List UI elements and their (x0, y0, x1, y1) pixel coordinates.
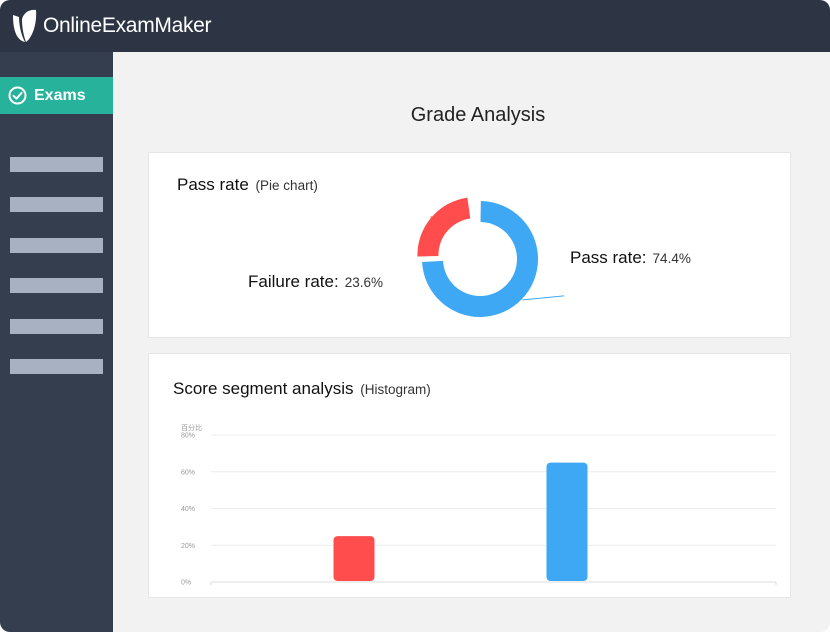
pass-card-subtitle: (Pie chart) (255, 178, 318, 193)
app-name: OnlineExamMaker (43, 14, 212, 37)
card-title: Score segment analysis (Histogram) (173, 379, 431, 399)
score-card-subtitle: (Histogram) (360, 382, 431, 397)
leaf-logo-icon (13, 9, 37, 42)
sidebar-item-placeholder[interactable] (10, 278, 103, 293)
y-tick-label: 40% (181, 506, 195, 513)
page-title: Grade Analysis (410, 104, 546, 126)
y-tick-label: 20% (181, 543, 195, 550)
pie-slice-fail[interactable] (417, 197, 471, 257)
sidebar-item-placeholder[interactable] (10, 359, 103, 374)
top-bar: OnlineExamMaker (0, 0, 830, 52)
sidebar: Exams (0, 52, 113, 632)
check-circle-icon (8, 86, 27, 105)
y-axis-label: 百分比 (181, 423, 202, 432)
score-segment-card: Score segment analysis (Histogram) 百分比 80… (148, 353, 791, 598)
failure-rate-value: 23.6% (344, 275, 383, 290)
failure-rate-label: Failure rate: (248, 272, 339, 291)
pie-chart (417, 197, 565, 317)
pass-rate-card: Pass rate (Pie chart) Pass rate: 74.4% Fa… (148, 152, 791, 338)
sidebar-item-placeholder[interactable] (10, 238, 103, 253)
pass-card-title: Pass rate (177, 175, 249, 194)
histogram-bar[interactable] (333, 536, 375, 581)
sidebar-item-placeholder[interactable] (10, 157, 103, 172)
logo[interactable]: OnlineExamMaker (10, 9, 212, 43)
main-content: Grade Analysis Pass rate (Pie chart) Pas… (113, 52, 830, 632)
failure-rate-legend: Failure rate: 23.6% (248, 272, 383, 292)
pass-leader-line (522, 295, 565, 301)
pie-slice-pass[interactable] (422, 201, 538, 317)
histogram-bar[interactable] (546, 462, 588, 581)
sidebar-item-placeholder[interactable] (10, 197, 103, 212)
y-tick-label: 0% (181, 580, 191, 587)
pass-rate-label: Pass rate: (570, 248, 647, 267)
pass-rate-value: 74.4% (652, 251, 691, 266)
y-tick-label: 80% (181, 433, 195, 440)
sidebar-item-placeholder[interactable] (10, 319, 103, 334)
sidebar-item-exams[interactable]: Exams (0, 77, 113, 114)
score-card-title: Score segment analysis (173, 379, 354, 398)
card-title: Pass rate (Pie chart) (177, 175, 318, 195)
pass-rate-legend: Pass rate: 74.4% (570, 248, 691, 268)
y-tick-label: 60% (181, 469, 195, 476)
sidebar-item-label: Exams (34, 86, 86, 104)
